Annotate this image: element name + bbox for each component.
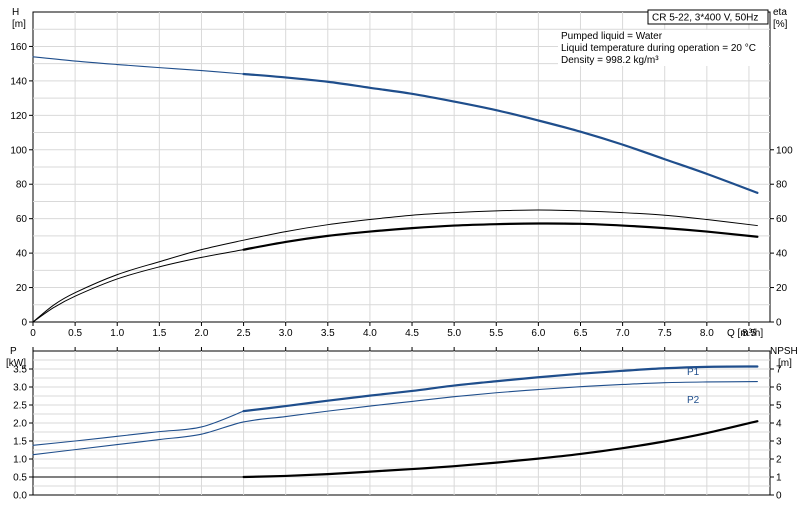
x-tick-label: 6.0	[531, 328, 545, 339]
x-axis-title: Q [m³/h]	[727, 328, 763, 339]
y-right-axis-unit: [m]	[778, 358, 792, 369]
y-left-tick-label: 60	[16, 214, 28, 225]
x-tick-label: 2.0	[195, 328, 209, 339]
y-right-tick-label: 60	[776, 214, 788, 225]
y-right-tick-label: 100	[776, 145, 793, 156]
info-line: Liquid temperature during operation = 20…	[561, 43, 756, 54]
grid	[29, 11, 774, 496]
y-left-axis-unit: [m]	[12, 19, 26, 30]
curves	[32, 56, 759, 479]
y-left-axis-title: H	[12, 7, 19, 18]
power-p2-curve	[32, 381, 758, 456]
y-right-tick-label: 4	[776, 419, 782, 430]
y-left-axis-unit: [kW]	[6, 358, 26, 369]
y-left-tick-label: 1.5	[13, 437, 27, 448]
head-curve-thin	[32, 56, 245, 75]
x-tick-label: 0.5	[68, 328, 82, 339]
y-left-tick-label: 3.5	[13, 365, 27, 376]
y-left-tick-label: 80	[16, 180, 28, 191]
y-right-tick-label: 0	[776, 491, 782, 502]
y-right-tick-label: 40	[776, 249, 788, 260]
y-left-tick-label: 0.5	[13, 473, 27, 484]
x-tick-label: 3.5	[321, 328, 335, 339]
x-tick-label: 8.0	[700, 328, 714, 339]
x-tick-label: 6.5	[574, 328, 588, 339]
x-tick-label: 0	[30, 328, 36, 339]
y-left-tick-label: 20	[16, 283, 28, 294]
efficiency-curve-lower-thin	[32, 249, 245, 323]
x-tick-label: 5.0	[447, 328, 461, 339]
info-line-bg	[558, 54, 768, 66]
y-left-tick-label: 140	[10, 76, 27, 87]
x-tick-label: 1.5	[152, 328, 166, 339]
series-label-p1: P1	[687, 367, 700, 378]
y-right-tick-label: 2	[776, 455, 782, 466]
y-right-axis-title: eta	[773, 7, 787, 18]
y-left-tick-label: 3.0	[13, 383, 27, 394]
y-left-tick-label: 0	[21, 318, 27, 329]
power-p1-curve-bold	[242, 365, 759, 413]
y-left-tick-label: 0.0	[13, 491, 27, 502]
info-line: Pumped liquid = Water	[561, 31, 663, 42]
pump-model-text: CR 5-22, 3*400 V, 50Hz	[652, 13, 758, 24]
y-right-axis-title: NPSH	[770, 346, 798, 357]
pump-model-box	[647, 9, 769, 25]
x-tick-label: 1.0	[110, 328, 124, 339]
y-left-axis-title: P	[10, 346, 17, 357]
x-tick-label: 5.5	[489, 328, 503, 339]
efficiency-curve-bold	[242, 222, 759, 251]
labels: 0 0.5 1.0 1.5 2.0 2.5 3.0 3.5 4.0 4.5 5.0 5.5 6.0 6.5…	[6, 7, 798, 502]
y-right-tick-label: 0	[776, 318, 782, 329]
npsh-curve-bold	[242, 420, 759, 479]
y-right-tick-label: 80	[776, 180, 788, 191]
info-line-bg	[558, 30, 768, 42]
y-left-tick-label: 2.0	[13, 419, 27, 430]
y-right-tick-label: 7	[776, 365, 782, 376]
y-left-tick-label: 160	[10, 42, 27, 53]
x-tick-label: 8.5	[742, 328, 756, 339]
x-tick-label: 7.5	[658, 328, 672, 339]
y-right-tick-label: 1	[776, 473, 782, 484]
y-right-tick-label: 6	[776, 383, 782, 394]
y-left-tick-label: 2.5	[13, 401, 27, 412]
series-label-p2: P2	[687, 395, 700, 406]
y-right-tick-label: 5	[776, 401, 782, 412]
info-line-bg	[558, 42, 768, 54]
y-right-axis-unit: [%]	[773, 19, 788, 30]
head-curve-bold	[242, 72, 759, 194]
y-right-tick-label: 20	[776, 283, 788, 294]
power-p1-curve-thin	[32, 410, 245, 446]
x-tick-label: 7.0	[616, 328, 630, 339]
x-tick-label: 4.5	[405, 328, 419, 339]
y-left-tick-label: 100	[10, 145, 27, 156]
x-tick-label: 2.5	[237, 328, 251, 339]
y-left-tick-label: 120	[10, 111, 27, 122]
y-left-tick-label: 1.0	[13, 455, 27, 466]
info-line: Density = 998.2 kg/m³	[561, 55, 659, 66]
x-tick-label: 3.0	[279, 328, 293, 339]
efficiency-curve-upper	[32, 209, 758, 323]
y-right-tick-label: 3	[776, 437, 782, 448]
y-left-tick-label: 40	[16, 249, 28, 260]
x-tick-label: 4.0	[363, 328, 377, 339]
